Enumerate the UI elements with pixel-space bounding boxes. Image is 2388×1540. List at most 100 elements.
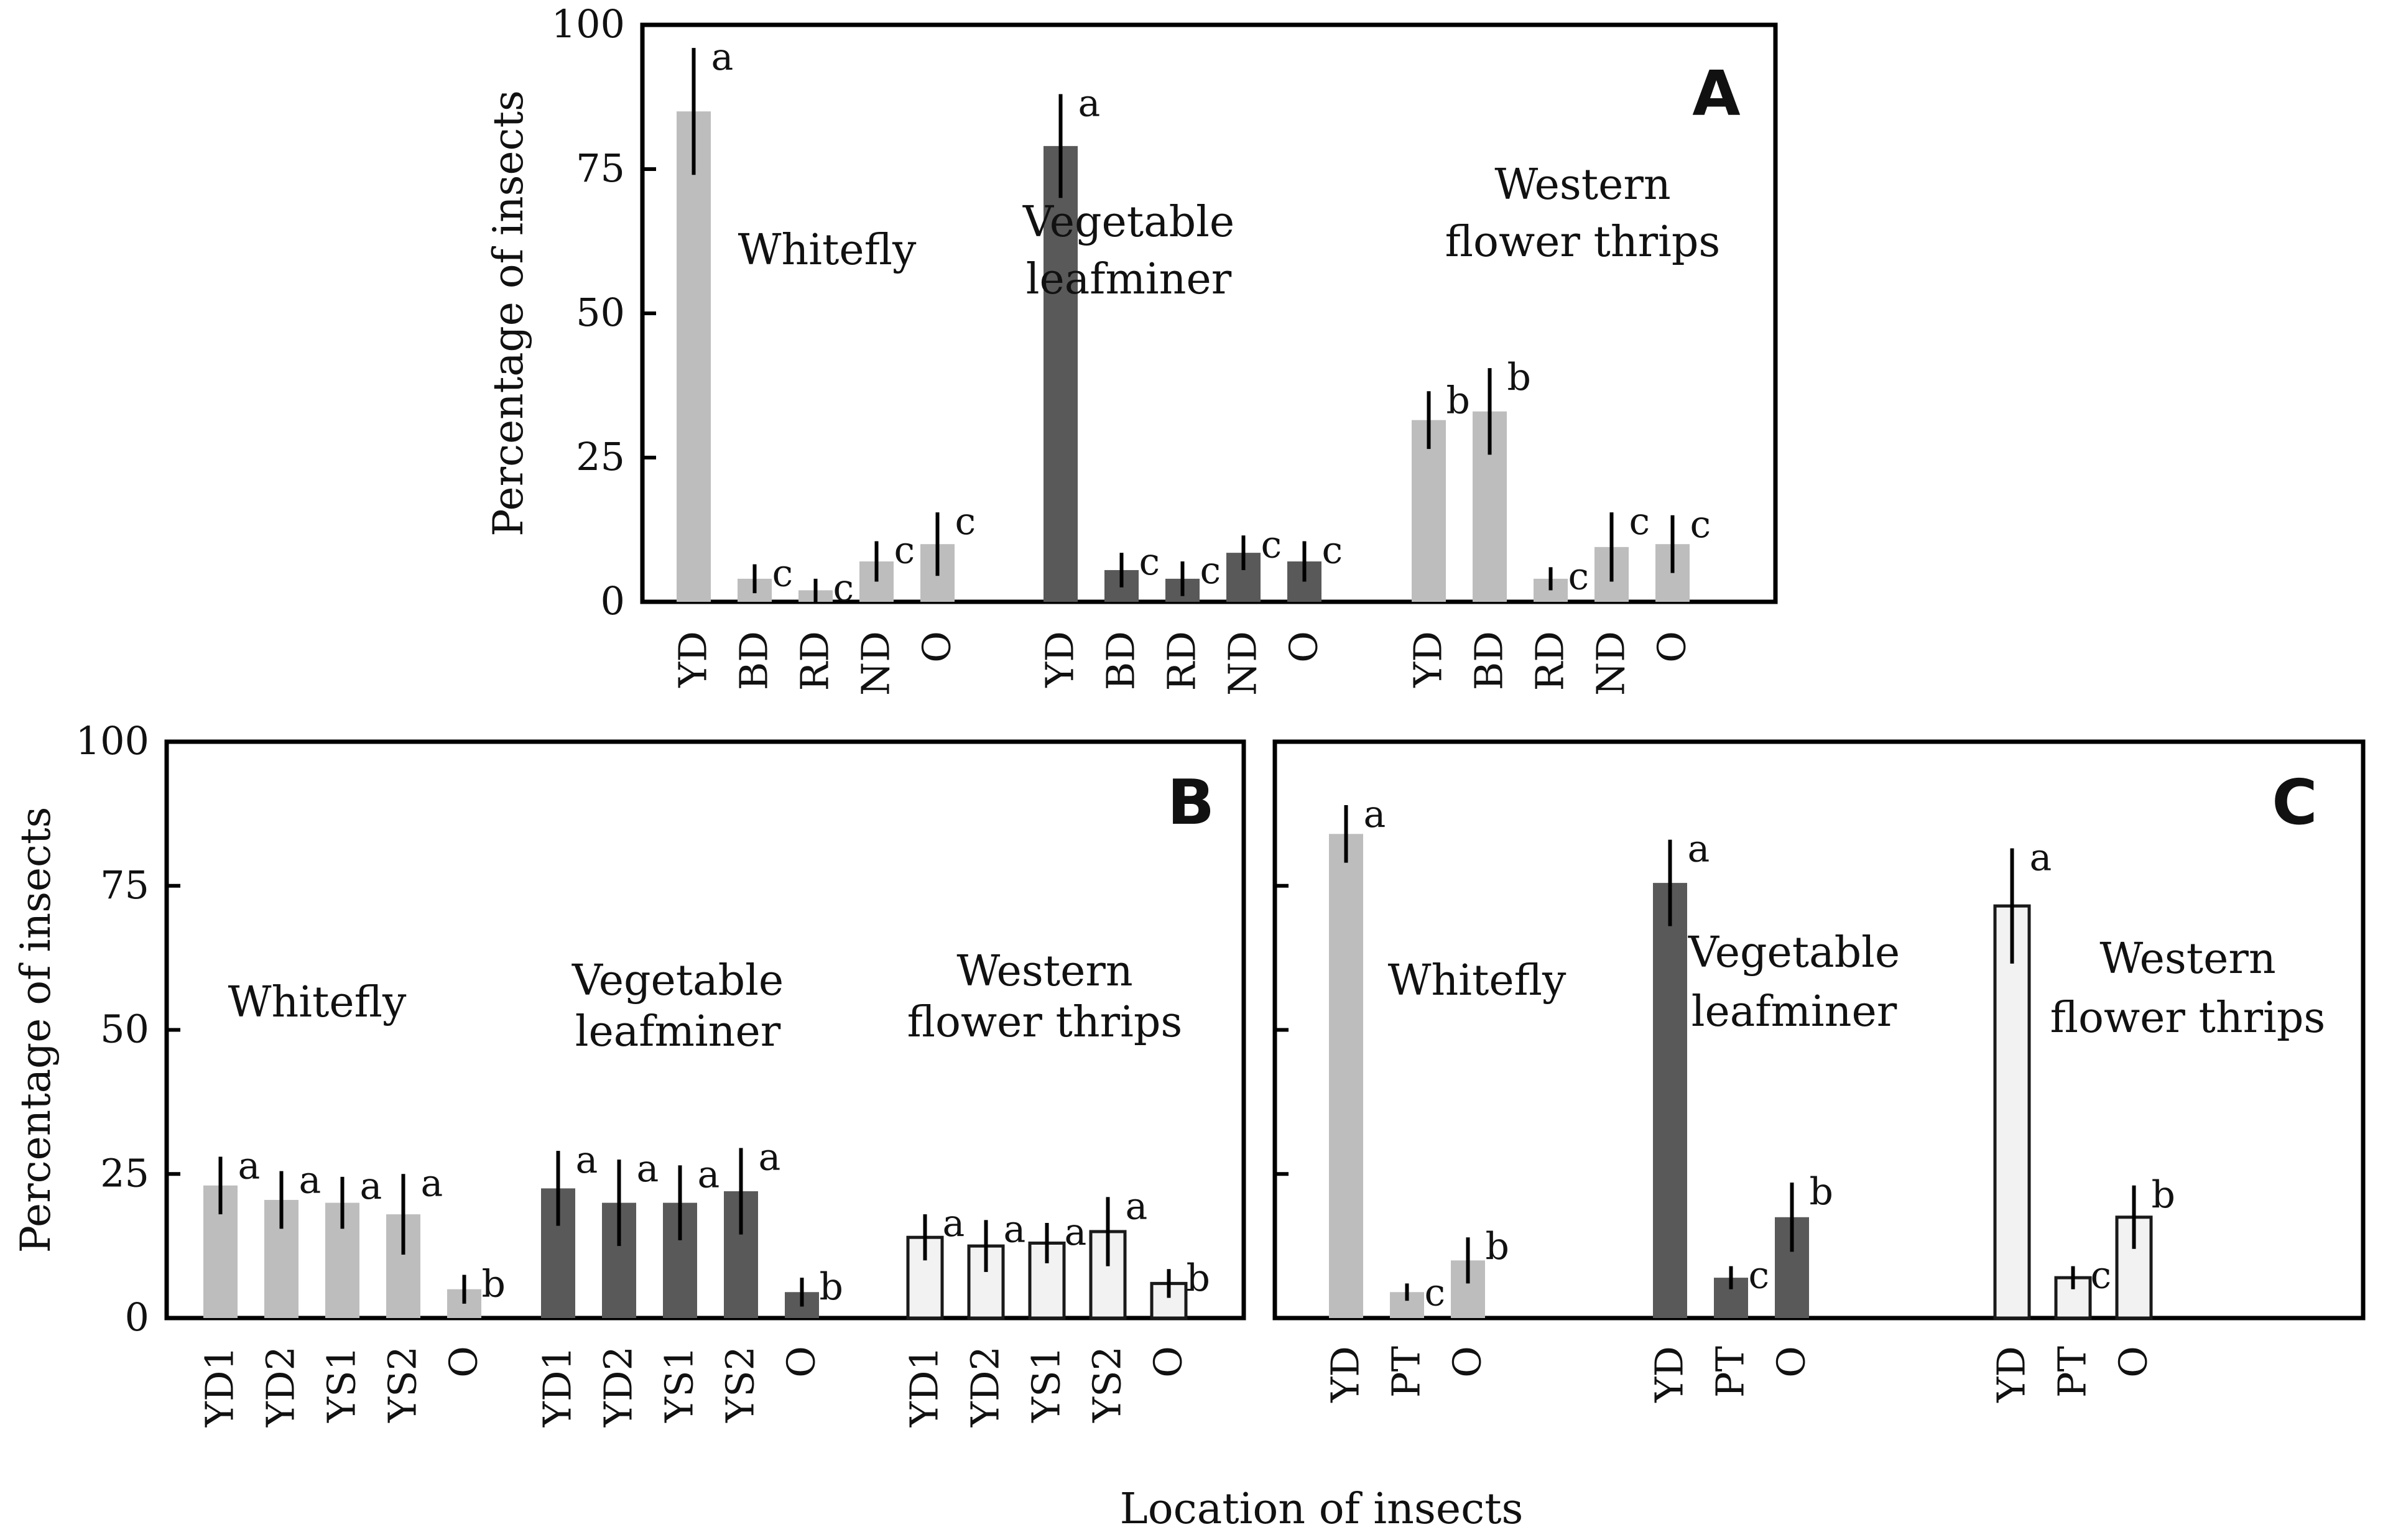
group-label: leafminer [575, 1007, 781, 1056]
x-tick-label: O [1445, 1346, 1490, 1378]
panel-frame [640, 22, 1778, 604]
x-tick-label: PT [1384, 1346, 1429, 1398]
significance-letter: a [1004, 1207, 1026, 1251]
bar [2115, 1215, 2153, 1320]
y-tick-label: 75 [100, 862, 149, 908]
group-label: leafminer [1026, 255, 1232, 304]
bar-group: a YD c PT b O Vegetable leafminer [1647, 828, 1900, 1403]
bar-group: a YD c PT b O Whitefly [1323, 793, 1567, 1403]
significance-letter: b [2152, 1173, 2175, 1217]
significance-letter: b [1507, 356, 1531, 399]
significance-letter: b [482, 1262, 506, 1306]
y-tick-label: 25 [576, 434, 625, 479]
x-tick-label: ND [1588, 631, 1634, 696]
y-tick-label: 50 [576, 290, 625, 335]
x-tick-label: YD2 [596, 1346, 641, 1427]
y-tick-label: 0 [125, 1294, 149, 1340]
significance-letter: c [833, 566, 854, 610]
group-label: Vegetable [1688, 928, 1900, 977]
bar-group: a YD c BD c RD c ND c O Whitefly [670, 35, 976, 696]
x-tick-label: YS2 [380, 1346, 425, 1423]
group-label: Western [2099, 934, 2275, 984]
x-tick-label: YD1 [197, 1346, 243, 1427]
significance-letter: a [1126, 1184, 1148, 1228]
group-label: Whitefly [228, 978, 407, 1027]
panel-letter: B [1167, 766, 1215, 839]
x-tick-label: YS2 [718, 1346, 763, 1423]
group-label: Vegetable [1022, 198, 1234, 247]
significance-letter: c [1139, 540, 1160, 584]
x-tick-label: YD [1323, 1346, 1368, 1403]
group-label: Whitefly [738, 226, 917, 275]
x-tick-label: YD [1989, 1346, 2034, 1403]
x-tick-label: O [779, 1346, 824, 1378]
significance-letter: b [1187, 1256, 1210, 1300]
x-tick-label: BD [731, 631, 777, 690]
significance-letter: b [1810, 1170, 1833, 1214]
significance-letter: c [1690, 503, 1711, 546]
group-label: Vegetable [572, 956, 784, 1005]
significance-letter: c [2091, 1254, 2112, 1298]
significance-letter: a [711, 35, 734, 79]
significance-letter: c [1749, 1254, 1770, 1298]
x-tick-label: PT [1708, 1346, 1753, 1398]
bar [1653, 883, 1687, 1318]
bar [1993, 904, 2031, 1320]
y-axis-label: Percentage of insects [12, 807, 60, 1253]
x-tick-label: YS1 [1024, 1346, 1069, 1423]
significance-letter: c [1200, 549, 1221, 592]
x-tick-label: O [1649, 631, 1695, 663]
group-label: Western [1494, 160, 1670, 210]
x-tick-label: YS1 [657, 1346, 702, 1423]
group-label: leafminer [1691, 987, 1897, 1036]
y-tick-label: 75 [576, 145, 625, 191]
x-tick-label: YS1 [319, 1346, 364, 1423]
x-tick-label: O [1145, 1346, 1191, 1378]
significance-letter: a [943, 1202, 965, 1245]
bar-group: a YD c BD c RD c ND c O Vegetable leafminer [1022, 81, 1343, 696]
x-tick-label: BD [1098, 631, 1144, 690]
significance-letter: a [1688, 828, 1710, 871]
x-tick-label: YD2 [258, 1346, 303, 1427]
significance-letter: c [1261, 523, 1282, 566]
significance-letter: a [1078, 81, 1101, 125]
significance-letter: c [955, 500, 976, 543]
x-axis-label: Location of insects [1120, 1485, 1524, 1534]
x-tick-label: YD2 [963, 1346, 1008, 1427]
group-label: Whitefly [1388, 956, 1567, 1005]
significance-letter: a [299, 1159, 322, 1202]
x-tick-label: PT [2050, 1346, 2095, 1398]
x-tick-label: YD [670, 631, 716, 688]
x-tick-label: RD [1159, 631, 1205, 691]
x-tick-label: O [2111, 1346, 2156, 1378]
panel-letter: A [1692, 57, 1740, 130]
bar [1044, 145, 1078, 602]
y-tick-label: 100 [76, 718, 149, 763]
y-tick-label: 0 [601, 578, 625, 624]
significance-letter: a [637, 1147, 659, 1191]
x-tick-label: O [441, 1346, 486, 1378]
x-tick-label: YD [1405, 631, 1451, 688]
panel-c: Ca YD c PT b O Whitefly a YD c PT b O Vegetable leafmi… [1272, 739, 2366, 1403]
y-tick-label: 25 [100, 1150, 149, 1196]
significance-letter: a [759, 1136, 781, 1179]
group-label: Western [956, 947, 1132, 996]
y-axis-label: Percentage of insects [484, 90, 532, 537]
x-tick-label: O [914, 631, 960, 663]
significance-letter: b [1486, 1225, 1509, 1268]
bar [677, 111, 711, 602]
group-label: flower thrips [2050, 994, 2326, 1043]
significance-letter: a [698, 1153, 720, 1196]
x-tick-label: O [1281, 631, 1326, 663]
significance-letter: c [894, 529, 915, 573]
significance-letter: c [1568, 555, 1590, 598]
significance-letter: b [820, 1265, 843, 1309]
x-tick-label: O [1769, 1346, 1814, 1378]
x-tick-label: YS2 [1085, 1346, 1130, 1423]
group-label: flower thrips [907, 998, 1183, 1047]
significance-letter: b [1446, 379, 1470, 422]
